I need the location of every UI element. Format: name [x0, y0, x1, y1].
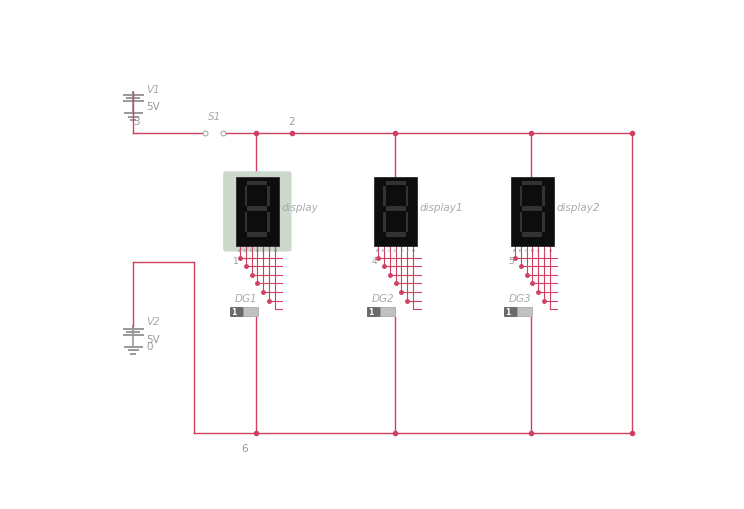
Text: V1: V1 — [146, 84, 160, 94]
Text: display2: display2 — [557, 203, 600, 213]
Bar — [405, 187, 408, 207]
Bar — [245, 187, 247, 207]
Bar — [380, 307, 395, 317]
Bar — [542, 187, 545, 207]
Bar — [236, 178, 279, 246]
Text: 1: 1 — [231, 307, 236, 317]
Text: 5V: 5V — [146, 101, 160, 111]
Text: D: D — [530, 248, 534, 252]
Text: C: C — [388, 248, 391, 252]
Text: DG2: DG2 — [372, 293, 395, 303]
Text: E: E — [262, 248, 265, 252]
Bar — [504, 307, 516, 317]
Text: G: G — [549, 248, 552, 252]
Text: G: G — [274, 248, 278, 252]
Text: F: F — [406, 248, 409, 252]
Bar — [542, 212, 545, 233]
FancyBboxPatch shape — [223, 172, 292, 252]
Bar — [267, 187, 270, 207]
Text: C: C — [525, 248, 527, 252]
Text: 1: 1 — [505, 307, 510, 317]
Text: 1: 1 — [368, 307, 373, 317]
Bar — [267, 212, 270, 233]
Text: A: A — [513, 248, 516, 252]
Bar — [243, 307, 258, 317]
Bar — [230, 307, 243, 317]
Text: S1: S1 — [208, 112, 221, 122]
Text: 2: 2 — [289, 117, 295, 127]
Text: B: B — [382, 248, 385, 252]
Bar — [247, 233, 267, 237]
Bar — [383, 187, 385, 207]
Text: C: C — [250, 248, 253, 252]
Bar — [510, 178, 554, 246]
Bar — [522, 207, 542, 211]
Bar — [385, 207, 405, 211]
Text: B: B — [519, 248, 522, 252]
Text: 1: 1 — [233, 256, 239, 265]
Bar — [405, 212, 408, 233]
Bar — [522, 233, 542, 237]
Text: display: display — [281, 203, 318, 213]
Bar — [519, 212, 522, 233]
Text: 0: 0 — [146, 342, 153, 352]
Bar — [247, 207, 267, 211]
Bar — [247, 181, 267, 186]
Text: D: D — [394, 248, 397, 252]
Text: DG1: DG1 — [235, 293, 257, 303]
Bar — [516, 307, 532, 317]
Bar — [385, 233, 405, 237]
Text: E: E — [400, 248, 403, 252]
Text: DG3: DG3 — [509, 293, 531, 303]
Text: 3: 3 — [133, 117, 140, 127]
Text: A: A — [376, 248, 379, 252]
Bar — [374, 178, 417, 246]
Text: F: F — [543, 248, 546, 252]
Bar — [383, 212, 385, 233]
Text: D: D — [256, 248, 259, 252]
Bar — [519, 187, 522, 207]
Text: 5V: 5V — [146, 334, 160, 345]
Text: A: A — [237, 248, 240, 252]
Text: 6: 6 — [241, 443, 248, 453]
Text: V2: V2 — [146, 317, 160, 327]
Text: G: G — [412, 248, 416, 252]
Text: F: F — [268, 248, 271, 252]
Bar — [385, 181, 405, 186]
Text: E: E — [537, 248, 540, 252]
Bar — [368, 307, 380, 317]
Text: display1: display1 — [420, 203, 463, 213]
Text: 4: 4 — [371, 256, 377, 265]
Text: B: B — [244, 248, 247, 252]
Bar — [245, 212, 247, 233]
Text: 5: 5 — [508, 256, 513, 265]
Bar — [522, 181, 542, 186]
